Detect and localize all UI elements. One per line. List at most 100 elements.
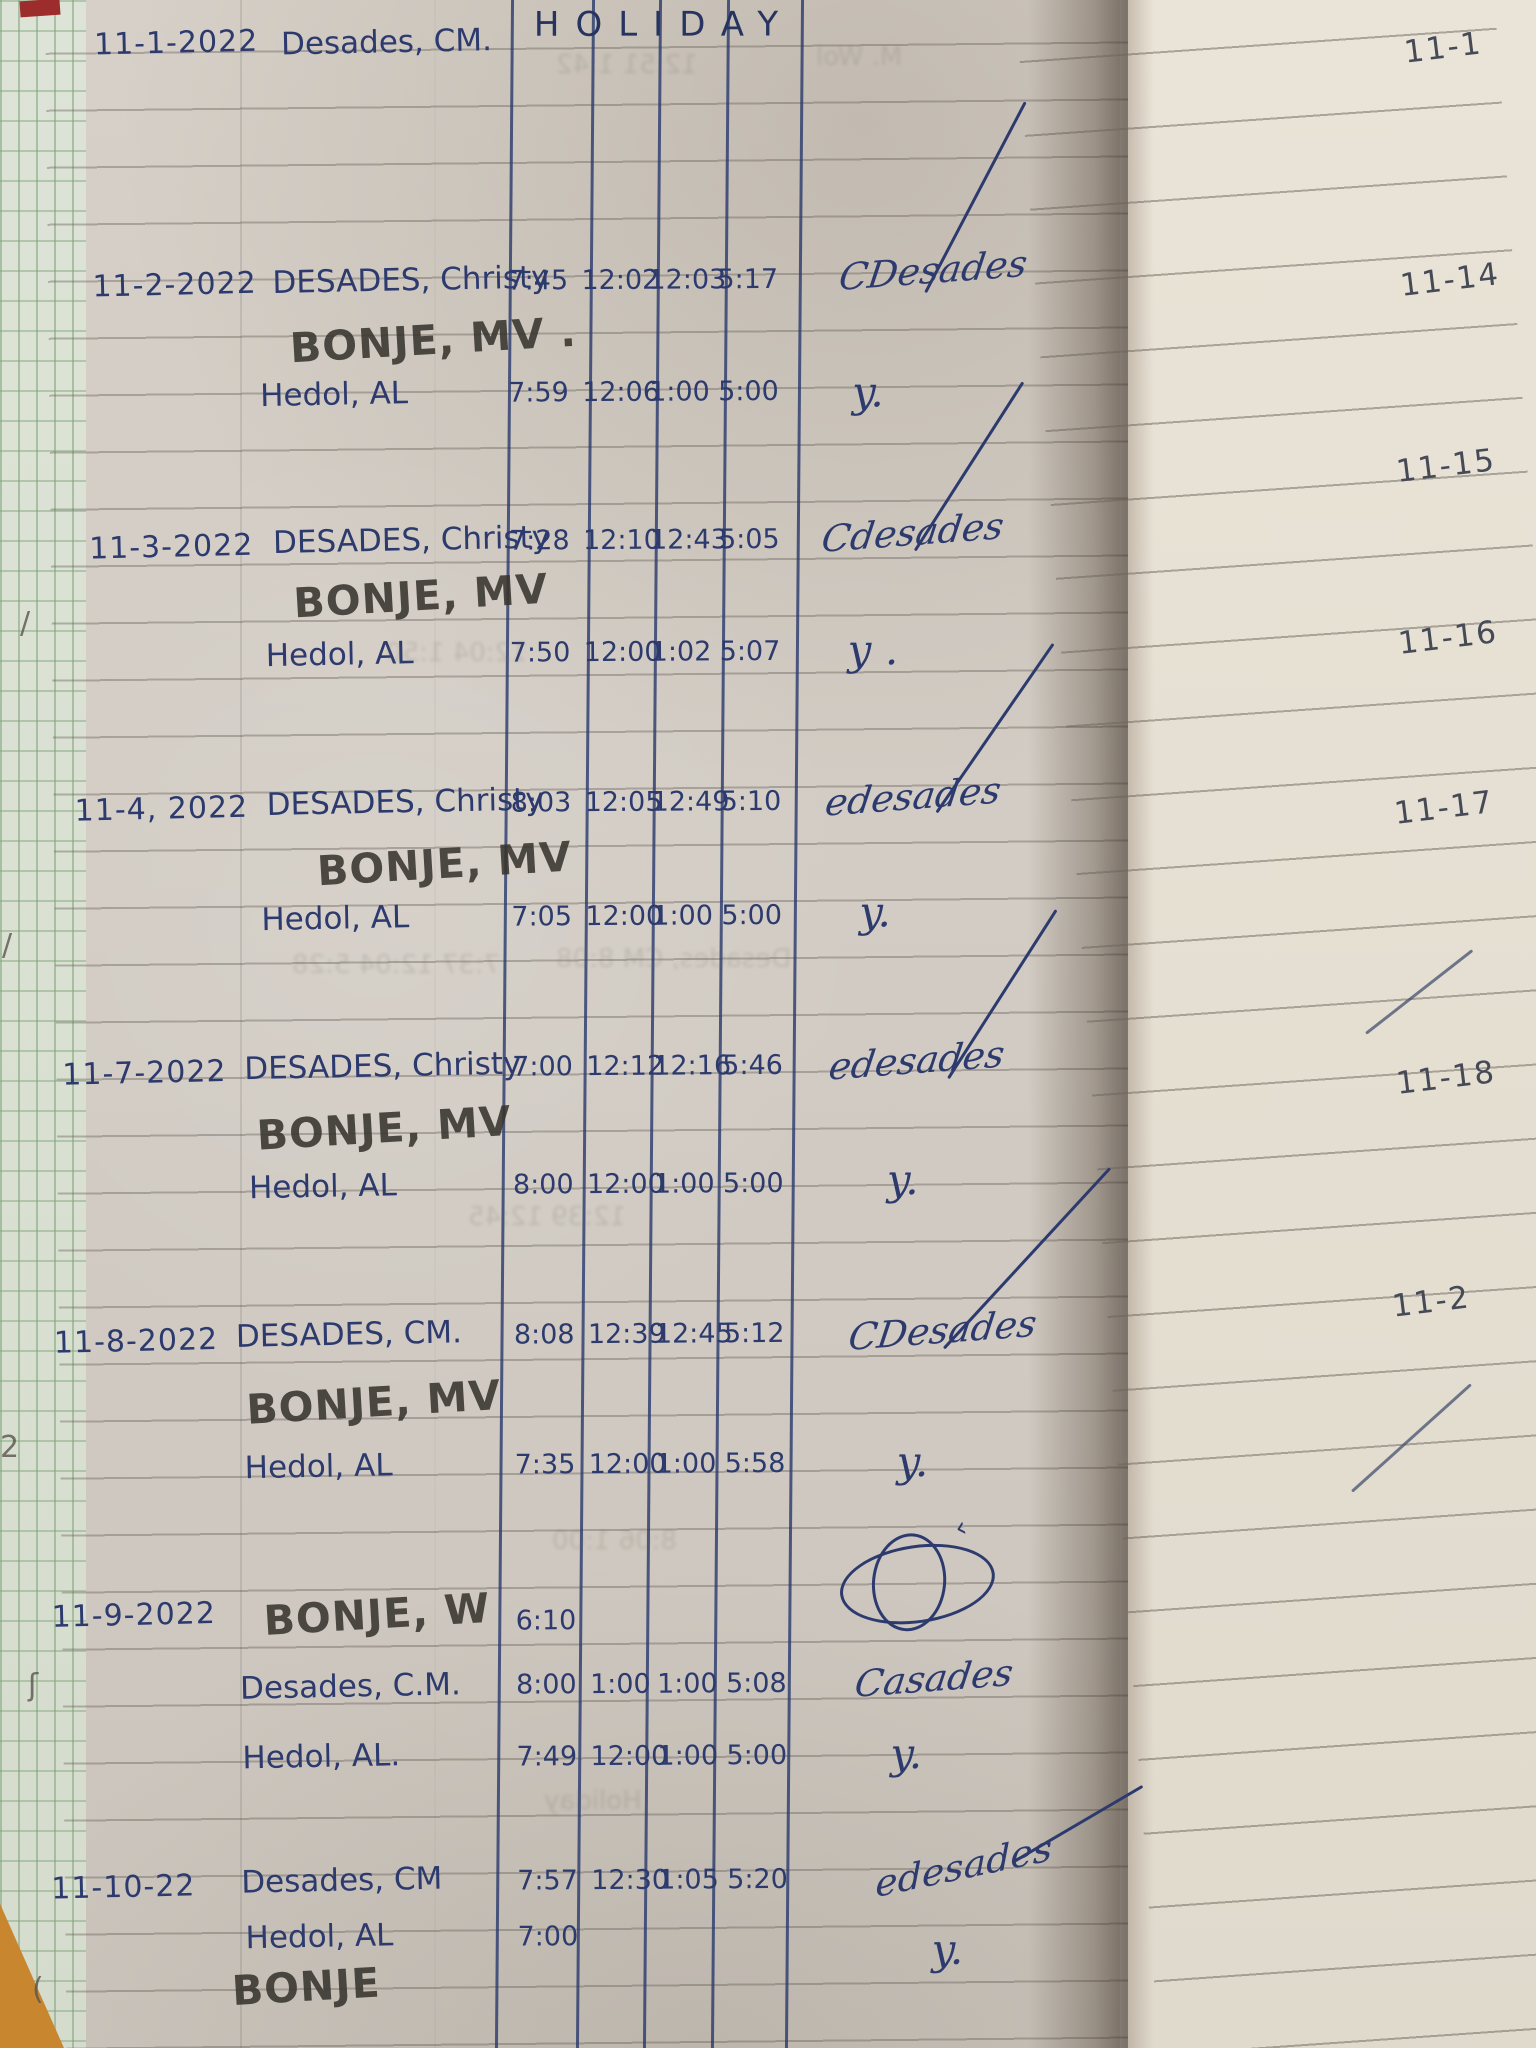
employee-name: BONJE, MV xyxy=(245,1371,503,1434)
employee-name: DESADES, CM. xyxy=(235,1314,463,1355)
employee-name: BONJE, MV . xyxy=(288,307,578,373)
bleed-through-text: 8:06 1:00 xyxy=(552,1526,678,1556)
time-entry: 12:49 xyxy=(651,786,730,818)
time-entry: 7:57 xyxy=(517,1865,578,1897)
signature: Casades xyxy=(852,1651,1016,1706)
time-entry: 7:45 xyxy=(507,265,569,297)
logbook-right-page xyxy=(1014,0,1536,2048)
faint-column-line xyxy=(240,0,242,2048)
time-entry: 5:20 xyxy=(727,1863,788,1896)
employee-name: Hedol, AL xyxy=(244,1447,393,1487)
time-entry: 12:45 xyxy=(654,1318,733,1350)
employee-name: Hedol, AL xyxy=(245,1917,394,1957)
signature-tick: ‹ xyxy=(950,1509,971,1545)
log-date: 11-7-2022 xyxy=(61,1053,227,1093)
margin-mark: / xyxy=(2,928,13,963)
time-entry: 1:00 xyxy=(656,1668,718,1700)
margin-mark: 2 xyxy=(0,1430,20,1465)
time-entry: 1:00 xyxy=(653,1168,715,1200)
signature: edesades xyxy=(826,1032,1008,1089)
signature: y. xyxy=(890,1729,923,1779)
employee-name: BONJE, MV xyxy=(255,1096,513,1160)
time-entry: 7:00 xyxy=(512,1051,573,1083)
margin-mark: ʃ xyxy=(28,1668,39,1703)
time-entry: 5:00 xyxy=(722,1167,784,1200)
time-entry: 1:00 xyxy=(657,1740,719,1772)
employee-name: Hedol, AL. xyxy=(242,1737,401,1777)
bleed-through-text: 12:39 12:45 xyxy=(468,1202,627,1232)
employee-name: BONJE, MV xyxy=(292,564,550,628)
time-entry: 7:28 xyxy=(508,525,570,557)
time-entry: 12:43 xyxy=(649,524,728,556)
time-entry: 5:46 xyxy=(722,1049,783,1082)
employee-name: Desades, CM. xyxy=(280,22,493,63)
time-entry: 7:49 xyxy=(516,1741,578,1773)
time-entry: 1:02 xyxy=(650,636,712,668)
time-entry: 5:07 xyxy=(719,635,781,668)
employee-name: Desades, C.M. xyxy=(239,1666,462,1707)
time-entry: 5:00 xyxy=(726,1739,788,1772)
signature: y. xyxy=(851,367,884,417)
time-entry: 5:08 xyxy=(725,1667,787,1700)
time-entry: 8:00 xyxy=(515,1669,577,1701)
page-edge-green-grid xyxy=(0,0,88,2048)
time-entry: 8:08 xyxy=(513,1319,575,1351)
time-entry: 5:00 xyxy=(721,899,783,932)
signature: CDesades xyxy=(836,241,1030,299)
log-date: 11-3-2022 xyxy=(88,527,254,567)
log-date: 11-2-2022 xyxy=(92,265,258,305)
time-entry: 7:35 xyxy=(514,1449,576,1481)
holiday-note: HOLIDAY xyxy=(533,4,795,45)
employee-name: DESADES, Christy xyxy=(243,1045,522,1088)
time-entry: 1:00 xyxy=(589,1668,651,1701)
time-entry: 5:12 xyxy=(723,1317,785,1350)
time-entry: 6:10 xyxy=(515,1605,577,1637)
bleed-through-text: Holiday xyxy=(544,1786,642,1816)
log-date: 11-9-2022 xyxy=(51,1595,217,1635)
time-entry: 1:05 xyxy=(658,1864,719,1896)
time-entry: 12:16 xyxy=(653,1050,732,1082)
time-entry: 8:00 xyxy=(512,1169,574,1201)
employee-name: Hedol, AL xyxy=(248,1167,398,1207)
margin-mark: / xyxy=(20,606,31,641)
time-entry: 7:05 xyxy=(511,901,573,933)
time-entry: 12:03 xyxy=(648,264,727,296)
employee-name: Hedol, AL xyxy=(261,899,410,939)
employee-name: DESADES, Christy xyxy=(266,781,545,823)
employee-name: Hedol, AL xyxy=(259,375,409,415)
signature-flourish xyxy=(834,1534,1001,1635)
signature-slash xyxy=(1012,1784,1144,1864)
time-entry: 8:03 xyxy=(510,787,572,819)
signature: edesades xyxy=(822,768,1004,825)
time-entry: 5:00 xyxy=(718,375,779,408)
faint-column-line xyxy=(434,0,436,2048)
bleed-through-text: M. Wol xyxy=(816,42,903,72)
signature: y . xyxy=(847,625,899,675)
employee-name: BONJE, W xyxy=(262,1583,492,1645)
time-entry: 7:00 xyxy=(517,1921,579,1953)
signature: Cdesades xyxy=(819,504,1007,561)
time-entry: 1:00 xyxy=(652,900,714,932)
employee-name: Desades, CM xyxy=(240,1860,443,1901)
time-entry: 5:17 xyxy=(717,263,779,296)
bleed-through-text: Desades, CM 8:08 xyxy=(556,944,792,974)
log-date: 11-10-22 xyxy=(50,1868,196,1907)
margin-mark: ( xyxy=(32,1972,44,2007)
time-entry: 5:58 xyxy=(724,1447,786,1480)
time-entry: 1:00 xyxy=(655,1448,717,1480)
time-entry: 1:00 xyxy=(649,376,710,408)
logbook-left-page xyxy=(45,0,1161,2048)
bleed-through-text: 12:04 1:50 xyxy=(386,638,528,668)
employee-name: BONJE, MV xyxy=(315,832,574,896)
employee-name: BONJE xyxy=(230,1958,382,2016)
log-date: 11-4, 2022 xyxy=(74,789,249,829)
bleed-through-text: 7:37 12:04 5:28 xyxy=(292,950,501,980)
signature: y. xyxy=(931,1924,964,1975)
time-entry: 7:59 xyxy=(508,377,569,409)
log-date: 11-1-2022 xyxy=(93,23,259,63)
bleed-through-text: 12:51 1:42 xyxy=(556,50,698,80)
signature: edesades xyxy=(875,1826,1053,1906)
signature: y. xyxy=(859,887,891,937)
